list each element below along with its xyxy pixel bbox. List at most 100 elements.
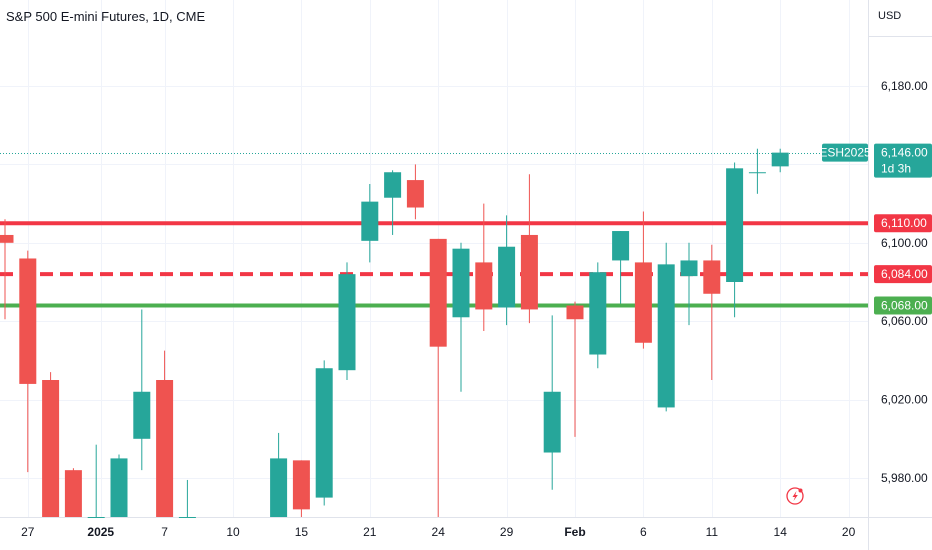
level-price-text: 6,068.00 — [881, 299, 928, 313]
candle-body — [338, 274, 356, 371]
candle-body — [270, 458, 288, 517]
candle-body — [498, 246, 516, 308]
candle-up[interactable] — [270, 432, 288, 517]
candle-up[interactable] — [338, 262, 356, 380]
time-tick-label: 20 — [842, 525, 856, 539]
candle-body — [384, 172, 402, 198]
candle-up[interactable] — [612, 231, 630, 304]
last-price-badge — [874, 143, 932, 178]
candle-down[interactable] — [292, 460, 310, 517]
time-tick-label: 10 — [226, 525, 240, 539]
candle-body — [612, 231, 630, 261]
candle-body — [680, 260, 698, 277]
chart-title: S&P 500 E-mini Futures, 1D, CME — [6, 9, 206, 24]
candle-up[interactable] — [680, 242, 698, 326]
candle-down[interactable] — [634, 211, 652, 349]
candle-body — [361, 201, 379, 241]
candle-body — [0, 234, 14, 243]
level-price-badge — [874, 265, 932, 284]
candle-body — [703, 260, 721, 294]
candle-down[interactable] — [520, 174, 538, 324]
candle-body — [110, 458, 128, 517]
symbol-badge — [822, 143, 868, 162]
candle-body — [589, 272, 607, 355]
candle-down[interactable] — [703, 244, 721, 380]
price-labels: ESH2025 6,146.00 1d 3h 6,110.00 6,084.00 6,06… — [819, 143, 932, 315]
candle-body — [42, 380, 60, 517]
candle-down[interactable] — [42, 372, 60, 517]
time-tick-label: 6 — [640, 525, 647, 539]
price-tick-label: 6,060.00 — [881, 314, 928, 328]
candle-body — [19, 258, 37, 384]
candle-body — [634, 262, 652, 343]
candle-body — [178, 517, 196, 518]
candle-up[interactable] — [361, 184, 379, 263]
price-tick-label: 6,020.00 — [881, 393, 928, 407]
price-tick-label: 6,100.00 — [881, 236, 928, 250]
level-price-text: 6,110.00 — [881, 216, 927, 230]
candle-down[interactable] — [429, 238, 447, 517]
candle-body — [452, 248, 470, 318]
candle-body — [566, 305, 584, 320]
time-tick-label: 7 — [161, 525, 168, 539]
candle-body — [133, 391, 151, 439]
candle-body — [429, 238, 447, 347]
level-price-badge — [874, 296, 932, 315]
candle-down[interactable] — [475, 203, 493, 331]
candle-down[interactable] — [0, 219, 14, 320]
candle-up[interactable] — [178, 479, 196, 518]
candle-up[interactable] — [452, 242, 470, 392]
symbol-badge-text: ESH2025 — [819, 146, 871, 160]
candle-up[interactable] — [133, 309, 151, 471]
candle-body — [771, 152, 789, 167]
time-tick-label: 21 — [363, 525, 377, 539]
candle-body — [315, 368, 333, 498]
candle-up[interactable] — [589, 262, 607, 369]
candle-up[interactable] — [748, 148, 766, 194]
candle-body — [657, 264, 675, 408]
candle-up[interactable] — [771, 148, 789, 173]
candle-body — [87, 517, 105, 518]
candle-up[interactable] — [498, 215, 516, 326]
candle-down[interactable] — [64, 468, 82, 517]
candle-body — [475, 262, 493, 310]
candle-down[interactable] — [19, 250, 37, 473]
price-axis[interactable]: 6,180.00 6,100.00 6,060.00 6,020.00 5,980.00 — [881, 79, 928, 485]
candle-down[interactable] — [566, 301, 584, 437]
last-price-value: 6,146.00 — [881, 146, 928, 160]
level-price-text: 6,084.00 — [881, 267, 928, 281]
time-tick-label: Feb — [564, 525, 585, 539]
candle-up[interactable] — [543, 315, 561, 490]
candle-up[interactable] — [726, 162, 744, 318]
time-tick-label: 24 — [432, 525, 446, 539]
candle-up[interactable] — [87, 444, 105, 518]
candle-body — [156, 380, 174, 517]
candle-up[interactable] — [657, 242, 675, 412]
time-tick-label: 29 — [500, 525, 514, 539]
time-tick-label: 27 — [21, 525, 35, 539]
candle-down[interactable] — [156, 350, 174, 517]
candle-body — [64, 470, 82, 517]
time-tick-label: 2025 — [87, 525, 114, 539]
candle-body — [543, 391, 561, 453]
candle-body — [520, 234, 538, 310]
candle-body — [748, 172, 766, 174]
time-axis[interactable]: 27 2025 7 10 15 21 24 29 Feb 6 11 14 20 — [21, 525, 855, 539]
currency-button[interactable]: USD — [878, 10, 902, 22]
candle-body — [726, 168, 744, 282]
candle-up[interactable] — [384, 170, 402, 235]
candle-down[interactable] — [406, 164, 424, 220]
candle-body — [292, 460, 310, 510]
candle-up[interactable] — [110, 454, 128, 517]
time-tick-label: 14 — [774, 525, 788, 539]
bar-countdown: 1d 3h — [881, 162, 911, 176]
candle-up[interactable] — [315, 360, 333, 506]
candles[interactable] — [0, 148, 789, 518]
time-tick-label: 15 — [295, 525, 309, 539]
level-price-badge — [874, 214, 932, 233]
price-tick-label: 5,980.00 — [881, 471, 928, 485]
candle-body — [406, 180, 424, 208]
flash-icon[interactable] — [786, 487, 804, 505]
